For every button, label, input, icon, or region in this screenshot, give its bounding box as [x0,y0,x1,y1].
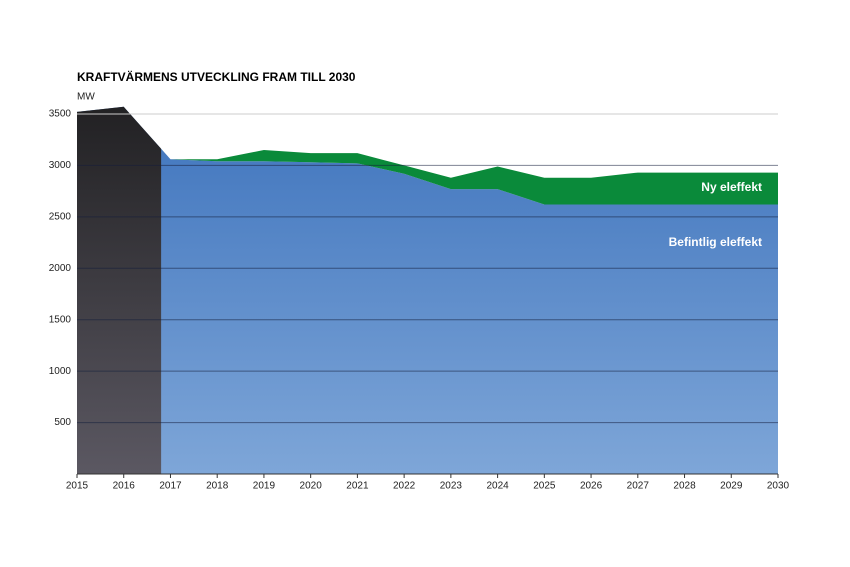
x-tick-label: 2016 [113,481,136,492]
x-tick-label: 2030 [767,481,790,492]
series-label: Ny eleffekt [701,180,762,194]
chart-title: KRAFTVÄRMENS UTVECKLING FRAM TILL 2030 [77,69,356,84]
x-tick-label: 2019 [253,481,276,492]
x-tick-label: 2020 [300,481,323,492]
x-tick-label: 2021 [346,481,369,492]
x-tick-label: 2015 [66,481,89,492]
shade [77,106,162,474]
x-tick-label: 2022 [393,481,416,492]
area [170,150,778,205]
y-tick-label: 3500 [49,109,72,120]
x-tick-label: 2028 [673,481,696,492]
x-tick-label: 2017 [159,481,182,492]
y-tick-label: 2000 [49,263,72,274]
x-tick-label: 2024 [486,481,509,492]
x-tick-label: 2026 [580,481,603,492]
y-tick-label: 1500 [49,314,72,325]
y-axis-label: MW [77,92,95,103]
y-tick-label: 1000 [49,366,72,377]
x-tick-label: 2018 [206,481,229,492]
y-tick-label: 500 [54,417,71,428]
x-tick-label: 2023 [440,481,463,492]
y-tick-label: 2500 [49,211,72,222]
y-tick-label: 3000 [49,160,72,171]
series-label: Befintlig eleffekt [669,235,762,249]
area [77,106,778,475]
x-tick-label: 2029 [720,481,743,492]
x-tick-label: 2025 [533,481,556,492]
x-tick-label: 2027 [627,481,650,492]
